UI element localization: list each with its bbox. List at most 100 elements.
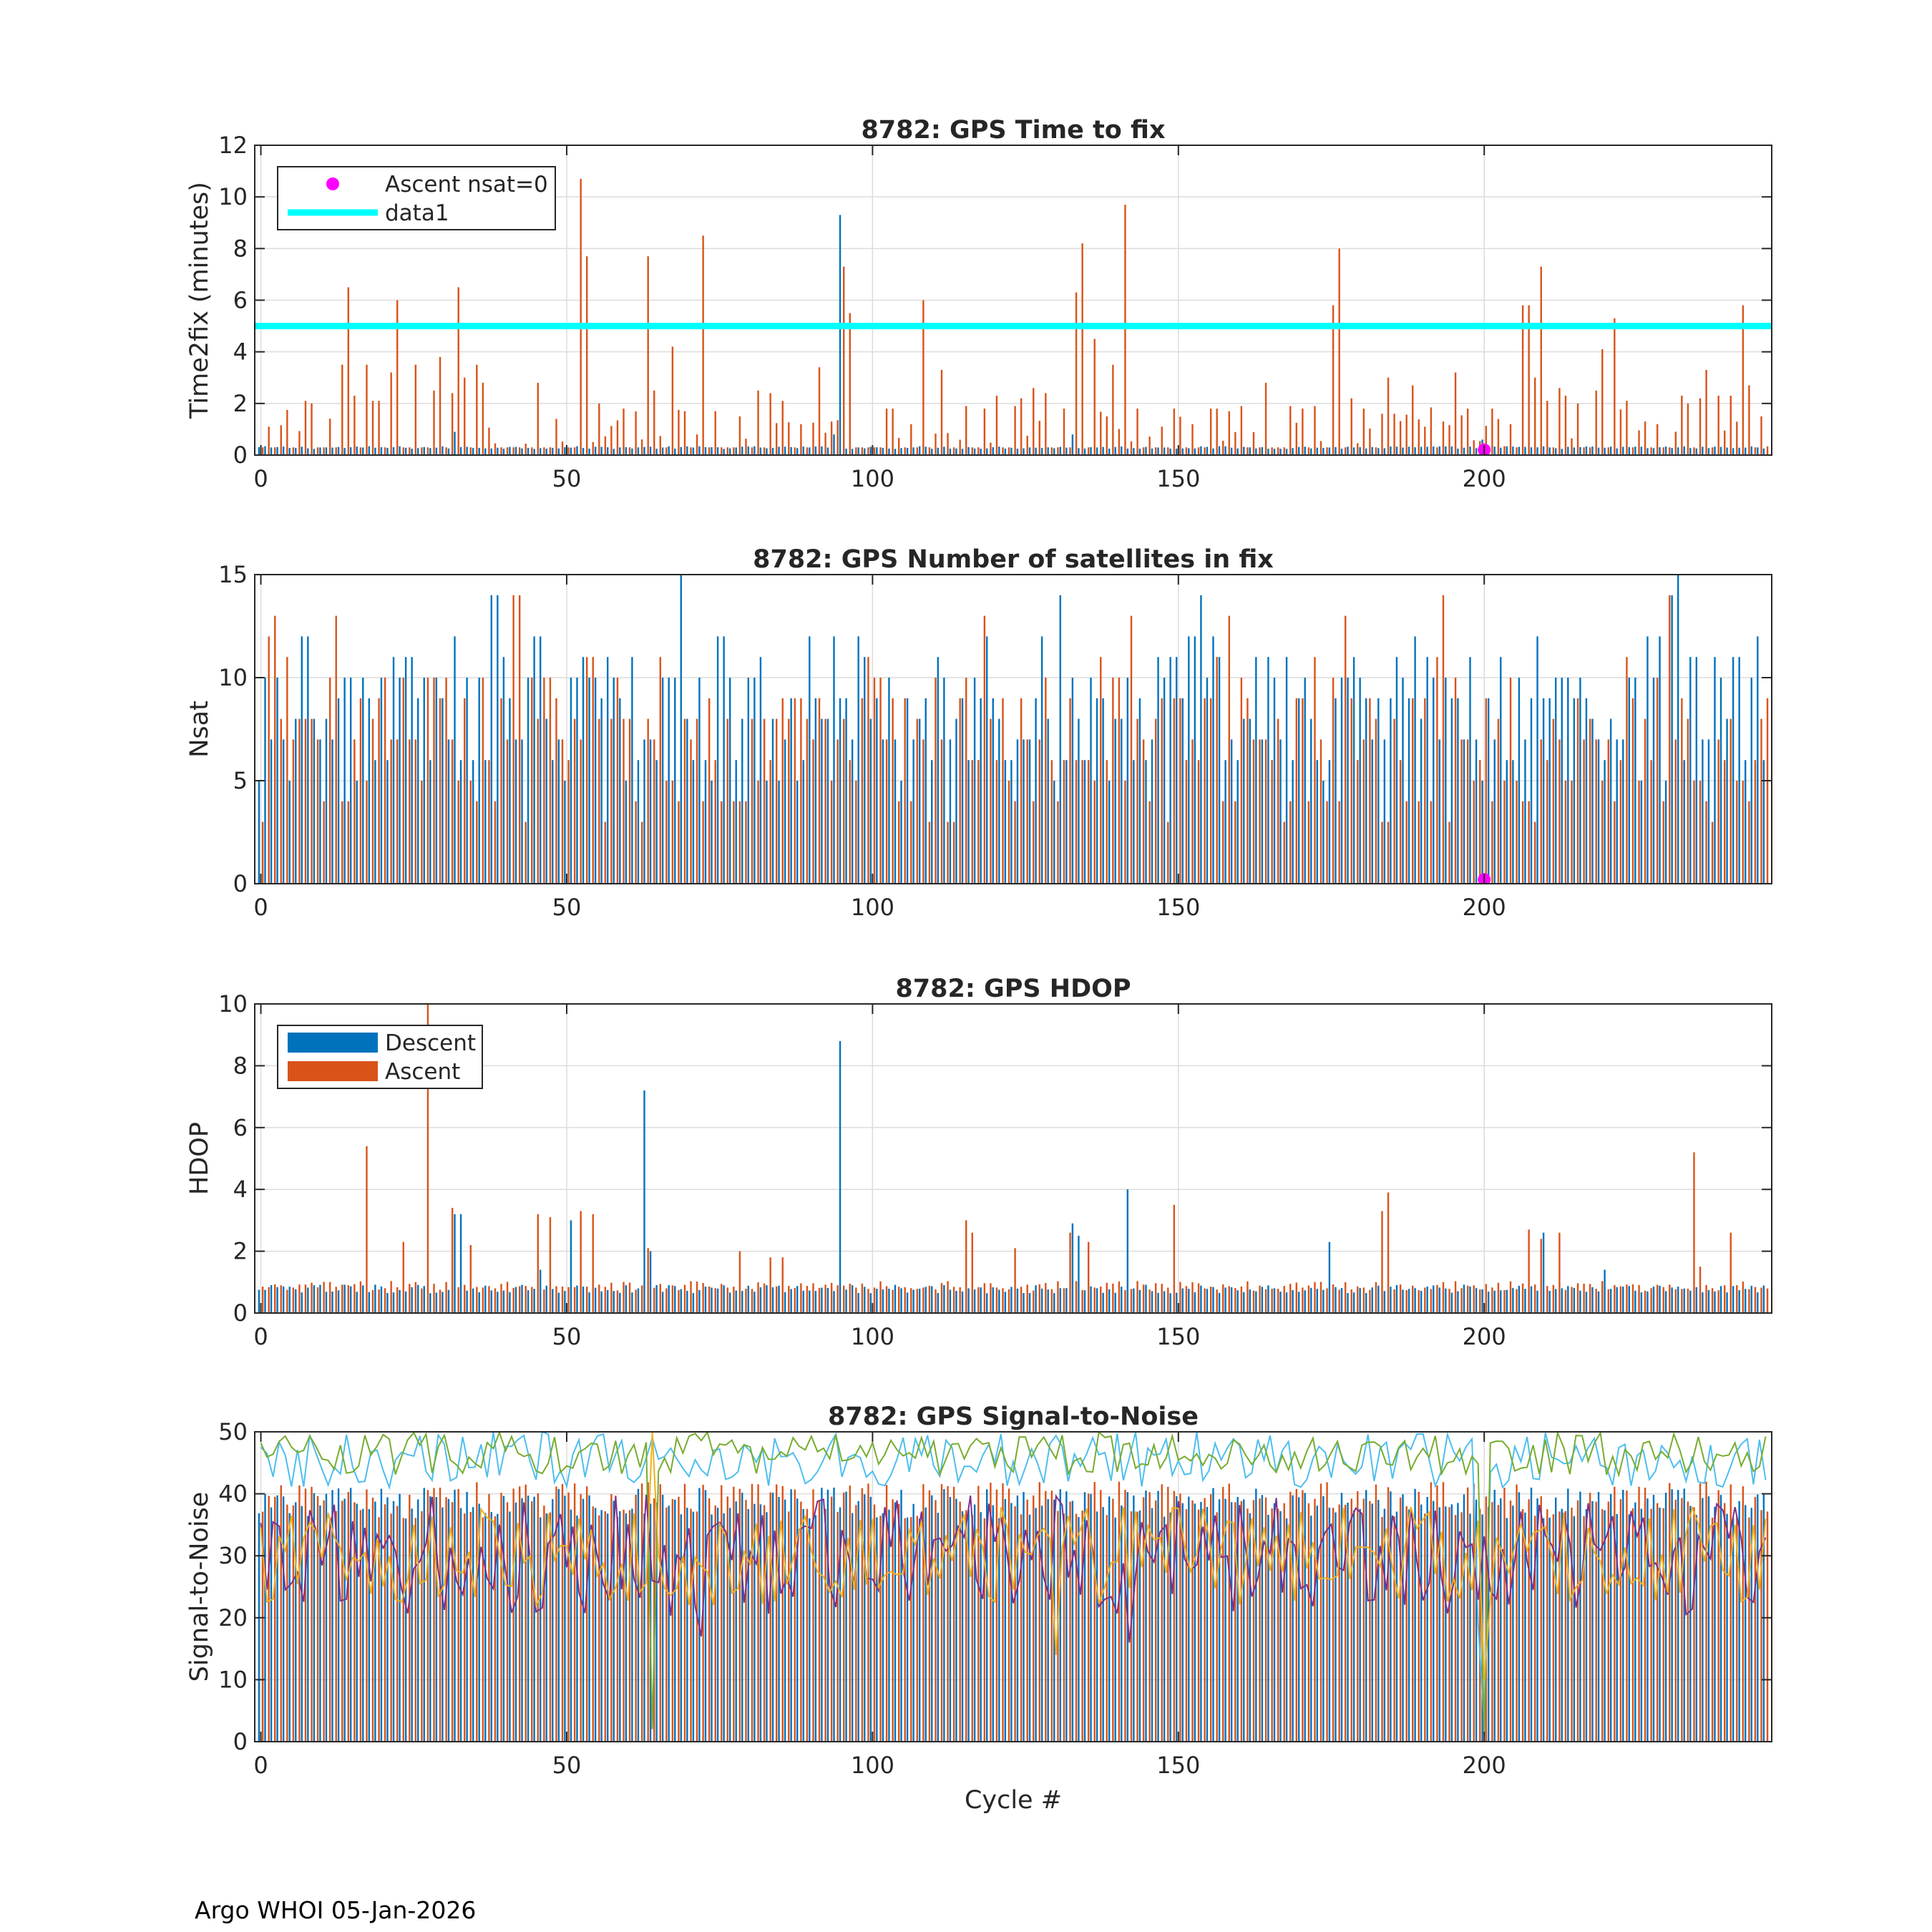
descent-bar — [1335, 447, 1337, 455]
ascent-snr-bar — [561, 1483, 564, 1742]
descent-bar — [1702, 1292, 1704, 1313]
ascent-bar — [451, 393, 454, 455]
descent-bar — [1500, 1290, 1502, 1313]
descent-snr-bar — [1702, 1498, 1704, 1742]
descent-bar — [998, 718, 1000, 884]
ascent-bar — [1050, 760, 1053, 884]
ascent-bar — [892, 1289, 894, 1313]
descent-bar — [851, 739, 854, 884]
descent-bar — [533, 636, 535, 884]
descent-snr-bar — [1206, 1506, 1209, 1742]
descent-bar — [1053, 1293, 1055, 1313]
descent-bar — [876, 447, 878, 455]
ascent-bar — [769, 760, 771, 884]
descent-bar — [1322, 1289, 1324, 1313]
y-tick-label: 10 — [218, 1666, 248, 1693]
ascent-bar — [469, 1244, 472, 1313]
ascent-bar — [1045, 1282, 1047, 1313]
descent-bar — [1390, 1287, 1392, 1313]
ascent-bar — [500, 1284, 502, 1313]
descent-bar — [894, 739, 897, 884]
ascent-bar — [1485, 698, 1488, 884]
descent-bar — [343, 1284, 346, 1313]
ascent-bar — [1026, 739, 1028, 884]
descent-bar — [1328, 1241, 1331, 1313]
descent-bar — [857, 447, 859, 455]
descent-bar — [1102, 1292, 1104, 1313]
ascent-bar — [1264, 382, 1267, 455]
ascent-bar — [390, 372, 392, 455]
descent-bar — [1573, 698, 1576, 884]
ascent-bar — [714, 760, 716, 884]
descent-bar — [1616, 1287, 1618, 1313]
ascent-snr-bar — [952, 1486, 955, 1742]
ascent-snr-bar — [1717, 1490, 1719, 1742]
ascent-bar — [1302, 409, 1304, 455]
descent-snr-bar — [1573, 1516, 1576, 1742]
descent-bar — [600, 698, 602, 884]
ascent-bar — [1209, 409, 1212, 455]
descent-snr-bar — [766, 1512, 768, 1742]
ascent-bar — [806, 1285, 809, 1313]
descent-bar — [1212, 448, 1214, 455]
ascent-bar — [1662, 447, 1664, 455]
ascent-bar — [824, 432, 826, 455]
ascent-bar — [1106, 1282, 1108, 1313]
descent-bar — [1750, 446, 1752, 455]
descent-bar — [1677, 447, 1679, 455]
ascent-snr-bar — [1319, 1483, 1322, 1742]
descent-snr-bar — [668, 1506, 670, 1742]
descent-bar — [1083, 1290, 1086, 1313]
descent-bar — [864, 448, 866, 455]
ascent-snr-bar — [812, 1489, 814, 1742]
descent-snr-bar — [1420, 1504, 1423, 1742]
descent-bar — [1273, 449, 1276, 455]
ascent-snr-bar — [1136, 1511, 1138, 1742]
descent-snr-bar — [1433, 1501, 1435, 1742]
descent-bar — [1689, 1290, 1692, 1313]
ascent-bar — [855, 1287, 857, 1313]
descent-bar — [1285, 449, 1288, 455]
descent-bar — [1028, 447, 1031, 455]
descent-snr-bar — [955, 1498, 957, 1742]
descent-bar — [564, 781, 566, 884]
ascent-bar — [1631, 698, 1634, 884]
ascent-bar — [653, 739, 655, 884]
descent-snr-bar — [1609, 1493, 1612, 1742]
descent-bar — [631, 657, 633, 884]
ascent-bar — [274, 615, 276, 884]
ascent-snr-bar — [1521, 1509, 1524, 1742]
ascent-bar — [690, 447, 692, 455]
ascent-snr-bar — [1479, 1508, 1481, 1742]
descent-snr-bar — [1628, 1514, 1630, 1742]
descent-snr-bar — [270, 1507, 273, 1742]
axes-box — [254, 574, 1772, 884]
descent-bar — [1579, 678, 1581, 884]
descent-snr-bar — [986, 1489, 988, 1742]
descent-snr-bar — [313, 1493, 316, 1742]
ascent-bar — [421, 447, 423, 455]
plot-area — [258, 575, 1769, 884]
ascent-bar — [1442, 421, 1445, 455]
ascent-bar — [610, 718, 613, 884]
ascent-bar — [409, 447, 411, 455]
ascent-bar — [1687, 403, 1689, 455]
descent-bar — [1493, 1290, 1496, 1313]
descent-bar — [552, 760, 554, 884]
descent-snr-bar — [1004, 1498, 1007, 1742]
ascent-bar — [1369, 698, 1371, 884]
ascent-bar — [543, 447, 545, 455]
descent-snr-bar — [552, 1499, 554, 1742]
ascent-bar — [1191, 424, 1194, 455]
descent-bar — [771, 1287, 774, 1313]
descent-bar — [1726, 1292, 1728, 1313]
ascent-bar — [506, 447, 509, 455]
descent-bar — [1004, 760, 1007, 884]
ascent-bar — [959, 439, 961, 455]
ascent-bar — [371, 718, 374, 884]
footer-text: Argo WHOI 05-Jan-2026 — [195, 1896, 477, 1924]
descent-bar — [552, 1289, 554, 1313]
ascent-bar — [311, 718, 313, 884]
descent-bar — [1279, 449, 1282, 455]
